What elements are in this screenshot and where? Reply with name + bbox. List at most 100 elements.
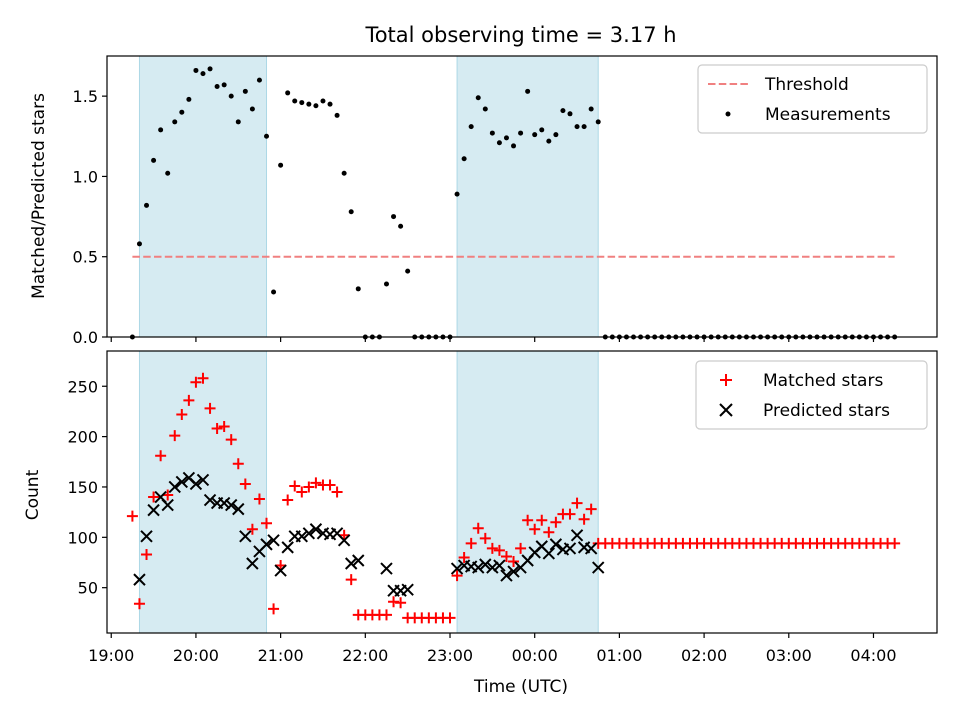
x-tick-label: 23:00 <box>427 646 473 665</box>
matched-star-point <box>331 486 343 498</box>
measurement-point <box>271 289 277 295</box>
measurement-point <box>221 82 227 88</box>
measurement-point <box>235 119 241 125</box>
measurement-point <box>172 119 178 125</box>
matched-star-point <box>536 514 548 526</box>
bottom-y-tick-label: 200 <box>67 428 98 447</box>
matched-star-point <box>303 481 315 493</box>
matched-legend-label: Matched stars <box>763 371 883 391</box>
bottom-y-tick-label: 150 <box>67 478 98 497</box>
matched-star-point <box>126 510 138 522</box>
matched-star-point <box>550 516 562 528</box>
predicted-star-point <box>217 496 231 510</box>
predicted-star-point <box>147 503 160 517</box>
x-tick-label: 21:00 <box>258 646 304 665</box>
matched-star-point <box>458 551 470 563</box>
predicted-star-point <box>309 523 323 536</box>
predicted-star-point <box>274 564 287 577</box>
measurement-point <box>525 88 531 94</box>
matched-star-point <box>486 542 498 554</box>
matched-star-point <box>380 609 392 621</box>
measurement-point <box>341 170 347 176</box>
bottom-shaded-interval-0 <box>138 350 268 634</box>
predicted-legend-label: Predicted stars <box>763 401 890 421</box>
measurement-point <box>518 130 524 136</box>
predicted-star-point <box>239 530 252 543</box>
matched-star-point <box>529 523 541 535</box>
matched-star-point <box>218 421 230 433</box>
measurement-point <box>285 90 291 96</box>
measurement-point <box>468 124 474 130</box>
measurement-point <box>595 119 601 125</box>
measurement-point <box>553 132 559 138</box>
predicted-star-point <box>196 473 210 487</box>
measurement-point <box>242 88 248 94</box>
measurement-point <box>391 214 397 220</box>
predicted-star-point <box>549 538 563 551</box>
predicted-legend-swatch <box>719 403 733 417</box>
measurement-point <box>278 162 284 168</box>
x-tick-label: 00:00 <box>512 646 558 665</box>
measurement-point <box>560 108 566 114</box>
predicted-star-point <box>189 477 203 491</box>
matched-star-point <box>395 597 407 609</box>
shaded-intervals <box>138 55 599 634</box>
matched-star-point <box>493 544 505 556</box>
measurement-point <box>511 143 517 149</box>
predicted-star-point <box>225 498 238 512</box>
top-y-tick-label: 0.0 <box>73 328 98 347</box>
predicted-star-point <box>337 534 351 547</box>
matched-star-point <box>211 423 223 435</box>
bottom-y-axis-label: Count <box>23 469 43 520</box>
measurement-point <box>532 132 538 138</box>
matched-star-point <box>543 526 555 538</box>
matched-star-point <box>282 494 294 506</box>
predicted-star-point <box>232 502 245 516</box>
chart-title: Total observing time = 3.17 h <box>364 23 676 47</box>
measurement-point <box>151 157 157 163</box>
matched-star-point <box>148 491 160 503</box>
predicted-star-point <box>507 565 520 578</box>
x-tick-label: 02:00 <box>681 646 727 665</box>
measurement-point <box>348 209 354 215</box>
matched-star-point <box>225 434 237 446</box>
predicted-star-point <box>203 493 217 507</box>
predicted-star-point <box>260 538 273 551</box>
measurement-point <box>136 241 142 247</box>
matched-star-point <box>472 522 484 534</box>
axes-frames <box>106 55 938 634</box>
measurement-point <box>503 135 509 141</box>
matched-star-point <box>239 478 251 490</box>
matched-star-point <box>232 458 244 470</box>
matched-star-point <box>190 376 202 388</box>
data-marks <box>126 66 901 624</box>
matched-star-point <box>176 408 188 420</box>
predicted-star-point <box>542 547 556 560</box>
matched-star-point <box>465 537 477 549</box>
top-legend: Threshold Measurements <box>697 64 928 134</box>
measurement-point <box>186 96 192 102</box>
measurement-point <box>539 127 545 133</box>
matched-star-point <box>444 612 456 624</box>
x-tick-label: 20:00 <box>173 646 219 665</box>
measurement-point <box>546 138 552 144</box>
matched-star-point <box>253 493 265 505</box>
matched-legend-swatch <box>720 374 732 386</box>
matched-star-point <box>197 372 209 384</box>
measurement-point <box>581 124 587 130</box>
measurement-point <box>165 170 171 176</box>
predicted-star-point <box>133 573 146 586</box>
measurement-point <box>179 109 185 115</box>
matched-star-point <box>508 555 520 567</box>
matched-star-point <box>204 402 216 414</box>
predicted-star-point <box>295 530 309 543</box>
top-y-axis-label: Matched/Predicted stars <box>29 93 49 299</box>
matched-star-point <box>585 503 597 515</box>
matched-star-point <box>324 479 336 491</box>
predicted-star-point <box>267 534 280 547</box>
bottom-y-tick-label: 50 <box>78 579 98 598</box>
matched-star-point <box>500 550 512 562</box>
matched-star-point <box>289 480 301 492</box>
matched-star-point <box>169 430 181 442</box>
predicted-star-point <box>161 498 174 512</box>
